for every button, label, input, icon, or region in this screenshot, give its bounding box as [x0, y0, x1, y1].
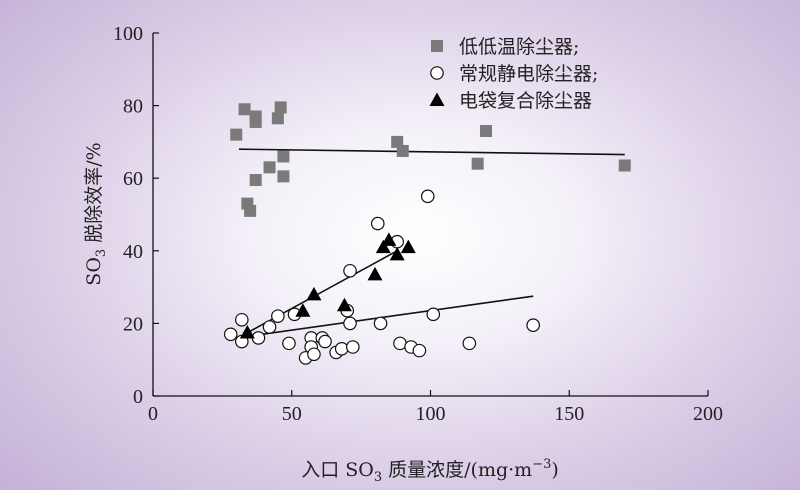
data-point-square — [391, 135, 404, 148]
data-point-square — [238, 103, 251, 116]
x-tick-label: 50 — [282, 403, 302, 425]
y-tick-label: 60 — [123, 168, 143, 190]
data-point-triangle — [381, 232, 397, 246]
data-point-square — [249, 174, 262, 187]
data-point-square — [274, 101, 287, 114]
legend-marker-triangle — [429, 92, 445, 106]
data-point-circle — [526, 318, 540, 333]
axes: 0 50 100 150 200 0 20 40 60 80 100 — [113, 23, 723, 425]
data-point-square — [249, 115, 262, 128]
data-point-triangle — [306, 286, 322, 301]
x-tick-label: 0 — [148, 403, 158, 425]
data-point-square — [277, 150, 290, 163]
data-point-circle — [345, 340, 360, 354]
data-markers — [223, 101, 631, 365]
y-axis-title: SO3 脱除效率/% — [83, 142, 109, 285]
y-tick-label: 0 — [133, 386, 143, 408]
x-tick-label: 200 — [693, 403, 723, 425]
data-point-circle — [420, 189, 435, 204]
trend-line — [239, 148, 625, 156]
data-point-circle — [462, 336, 477, 351]
data-point-triangle — [400, 239, 416, 254]
data-point-circle — [262, 320, 277, 334]
data-point-circle — [412, 343, 427, 358]
data-point-circle — [318, 334, 332, 349]
data-point-square — [618, 159, 631, 172]
data-point-circle — [223, 327, 238, 342]
legend-label: 低低温除尘器; — [459, 36, 579, 58]
data-point-triangle — [389, 246, 405, 261]
data-point-triangle — [336, 297, 352, 312]
data-point-square — [263, 161, 276, 174]
legend-label: 常规静电除尘器; — [459, 63, 598, 85]
data-point-circle — [282, 336, 296, 351]
legend-marker-square — [431, 40, 443, 52]
legend: 低低温除尘器; 常规静电除尘器; 电袋复合除尘器 — [429, 36, 598, 112]
data-point-circle — [426, 307, 441, 322]
data-point-triangle — [367, 266, 383, 281]
y-tick-label: 40 — [123, 241, 143, 263]
data-point-square — [230, 128, 243, 141]
legend-label: 电袋复合除尘器 — [459, 90, 592, 112]
data-point-circle — [370, 216, 385, 231]
data-point-circle — [271, 309, 285, 323]
y-tick-label: 100 — [113, 23, 143, 45]
data-point-square — [277, 170, 290, 183]
data-point-square — [480, 125, 492, 138]
data-point-circle — [307, 347, 321, 362]
data-point-square — [244, 204, 257, 217]
y-tick-label: 20 — [123, 313, 143, 335]
trend-line — [236, 295, 534, 339]
x-tick-label: 100 — [416, 403, 446, 425]
data-point-square — [271, 112, 284, 125]
data-point-circle — [334, 342, 349, 356]
data-point-triangle — [239, 324, 255, 339]
data-point-circle — [343, 316, 357, 331]
data-point-square — [471, 157, 484, 170]
data-point-circle — [343, 263, 357, 278]
data-point-triangle — [295, 303, 311, 317]
data-point-square — [396, 144, 409, 157]
data-point-triangle — [375, 239, 391, 254]
legend-marker-circle — [430, 66, 444, 80]
data-point-circle — [373, 316, 388, 331]
data-point-circle — [235, 312, 249, 327]
x-axis-title: 入口 SO3 质量浓度/(mg·m−3) — [301, 457, 559, 485]
y-tick-label: 80 — [123, 96, 143, 118]
x-tick-label: 150 — [554, 403, 584, 425]
